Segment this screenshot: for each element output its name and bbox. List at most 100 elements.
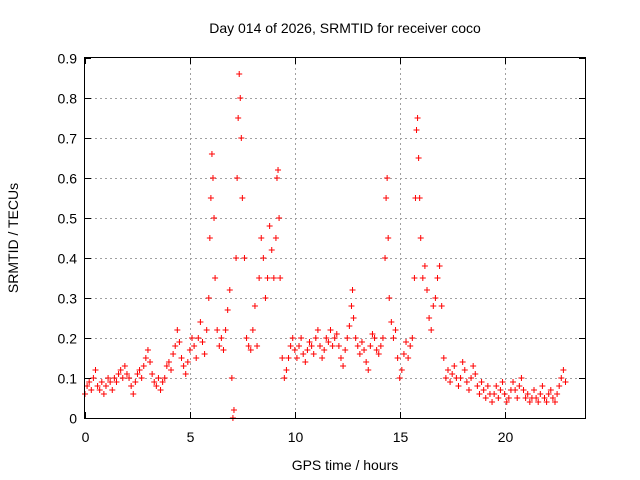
data-point xyxy=(558,375,565,381)
data-point xyxy=(291,347,298,353)
data-point xyxy=(455,383,462,389)
data-point xyxy=(218,335,225,341)
data-point xyxy=(358,339,365,345)
data-point xyxy=(539,383,546,389)
data-point xyxy=(109,387,116,393)
data-point xyxy=(442,375,449,381)
data-point xyxy=(312,335,319,341)
data-point xyxy=(352,335,359,341)
data-point xyxy=(310,351,317,357)
data-point xyxy=(541,395,548,401)
data-point xyxy=(413,127,420,133)
data-point xyxy=(276,215,283,221)
data-point xyxy=(335,343,342,349)
data-point xyxy=(163,363,170,369)
data-point xyxy=(549,395,556,401)
data-point xyxy=(394,355,401,361)
data-point xyxy=(209,175,216,181)
x-tick-label: 15 xyxy=(393,429,409,445)
data-point xyxy=(289,335,296,341)
data-point xyxy=(206,235,213,241)
data-point xyxy=(497,387,504,393)
data-point xyxy=(520,387,527,393)
data-point xyxy=(421,263,428,269)
data-point xyxy=(233,255,240,261)
data-point xyxy=(134,371,141,377)
data-point xyxy=(222,327,229,333)
data-point xyxy=(100,391,107,397)
data-point xyxy=(268,247,275,253)
data-point xyxy=(432,295,439,301)
plot-frame xyxy=(84,57,586,419)
data-point xyxy=(178,355,185,361)
data-point xyxy=(356,351,363,357)
data-point xyxy=(547,387,554,393)
y-tick-label: 0.5 xyxy=(58,211,78,227)
data-point xyxy=(168,367,175,373)
x-tick-label: 5 xyxy=(187,429,195,445)
data-point xyxy=(262,295,269,301)
data-point xyxy=(484,383,491,389)
y-tick-label: 0.4 xyxy=(58,251,78,267)
data-point xyxy=(384,175,391,181)
data-point xyxy=(554,391,561,397)
data-point xyxy=(518,375,525,381)
data-point xyxy=(560,367,567,373)
data-point xyxy=(153,383,160,389)
data-point xyxy=(170,351,177,357)
data-point xyxy=(440,355,447,361)
data-point xyxy=(319,355,326,361)
data-point xyxy=(270,275,277,281)
data-point xyxy=(98,379,105,385)
data-point xyxy=(285,355,292,361)
data-point xyxy=(314,327,321,333)
y-tick-label: 0.8 xyxy=(58,91,78,107)
data-point xyxy=(293,355,300,361)
data-point xyxy=(379,335,386,341)
data-point xyxy=(176,339,183,345)
data-point xyxy=(234,175,241,181)
data-point xyxy=(264,275,271,281)
data-point xyxy=(321,347,328,353)
data-point xyxy=(228,375,235,381)
data-point xyxy=(414,115,421,121)
data-point xyxy=(283,367,290,373)
data-point xyxy=(373,347,380,353)
data-point xyxy=(182,371,189,377)
data-point xyxy=(470,363,477,369)
data-point xyxy=(501,391,508,397)
data-point xyxy=(386,295,393,301)
y-tick-label: 0.1 xyxy=(58,371,78,387)
data-point xyxy=(174,327,181,333)
data-point xyxy=(316,343,323,349)
data-point xyxy=(514,395,521,401)
data-point xyxy=(92,367,99,373)
data-point xyxy=(337,355,344,361)
data-point xyxy=(459,359,466,365)
data-point xyxy=(249,327,256,333)
data-point xyxy=(438,303,445,309)
data-point xyxy=(434,275,441,281)
data-point xyxy=(369,331,376,337)
data-point xyxy=(151,379,158,385)
data-point xyxy=(251,303,258,309)
data-point xyxy=(461,367,468,373)
data-point xyxy=(419,275,426,281)
y-tick-label: 0.9 xyxy=(58,51,78,67)
data-point xyxy=(132,379,139,385)
data-point xyxy=(392,327,399,333)
data-point xyxy=(503,399,510,405)
data-point xyxy=(102,383,109,389)
data-point xyxy=(157,387,164,393)
data-point xyxy=(533,395,540,401)
data-point xyxy=(457,375,464,381)
data-point xyxy=(524,391,531,397)
data-point xyxy=(239,195,246,201)
data-point xyxy=(493,383,500,389)
data-point xyxy=(388,319,395,325)
data-point xyxy=(172,343,179,349)
data-point xyxy=(107,379,114,385)
data-point xyxy=(375,351,382,357)
data-point xyxy=(117,367,124,373)
